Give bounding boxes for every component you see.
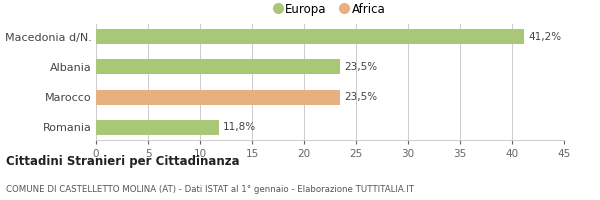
Bar [96, 120, 219, 135]
Text: COMUNE DI CASTELLETTO MOLINA (AT) - Dati ISTAT al 1° gennaio - Elaborazione TUTT: COMUNE DI CASTELLETTO MOLINA (AT) - Dati… [6, 185, 414, 194]
Text: 11,8%: 11,8% [223, 122, 256, 132]
Text: 41,2%: 41,2% [529, 32, 562, 42]
Bar [96, 90, 340, 105]
Text: 23,5%: 23,5% [344, 92, 377, 102]
Text: 23,5%: 23,5% [344, 62, 377, 72]
Text: Cittadini Stranieri per Cittadinanza: Cittadini Stranieri per Cittadinanza [6, 155, 239, 168]
Bar [96, 29, 524, 44]
Bar [96, 59, 340, 74]
Legend: Europa, Africa: Europa, Africa [275, 3, 385, 16]
